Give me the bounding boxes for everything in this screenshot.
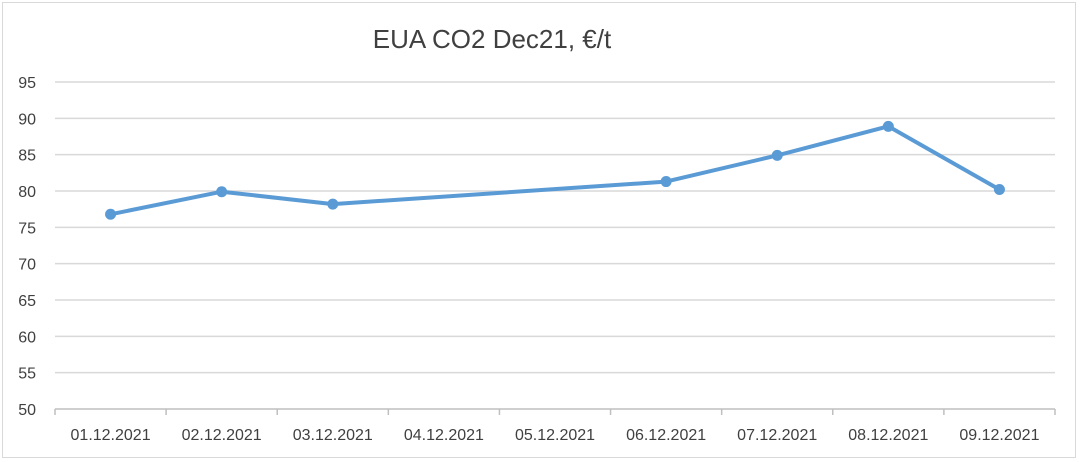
y-tick-label: 65 [18,293,36,310]
x-tick-label: 02.12.2021 [182,427,262,444]
y-tick-label: 70 [18,257,36,274]
data-point-marker [771,149,783,161]
y-tick-label: 80 [18,184,36,201]
x-tick-label: 09.12.2021 [959,427,1039,444]
x-tick-label: 06.12.2021 [626,427,706,444]
data-point-marker [105,208,117,220]
x-tick-label: 04.12.2021 [404,427,484,444]
gridlines [55,81,1055,374]
data-point-marker [660,176,672,188]
y-tick-label: 60 [18,329,36,346]
series-line-layer [108,124,1002,217]
data-point-marker [882,120,894,132]
chart-title: EUA CO2 Dec21, €/t [373,24,612,54]
y-tick-label: 95 [18,75,36,92]
data-point-marker [993,184,1005,196]
y-tick-label: 90 [18,111,36,128]
x-tick-label: 08.12.2021 [848,427,928,444]
y-tick-label: 75 [18,220,36,237]
data-point-marker [216,186,228,198]
x-tick-label: 05.12.2021 [515,427,595,444]
data-points [105,120,1005,220]
data-point-marker [327,198,339,210]
x-tick-label: 01.12.2021 [71,427,151,444]
axes: 50 55 60 65 70 75 80 85 90 95 01.12.2021 02.12.2021… [18,75,1056,444]
y-tick-label: 55 [18,366,36,383]
x-tick-label: 03.12.2021 [293,427,373,444]
x-tick-label: 07.12.2021 [737,427,817,444]
y-tick-label: 85 [18,148,36,165]
y-tick-label: 50 [18,402,36,419]
series-line [108,124,1002,217]
